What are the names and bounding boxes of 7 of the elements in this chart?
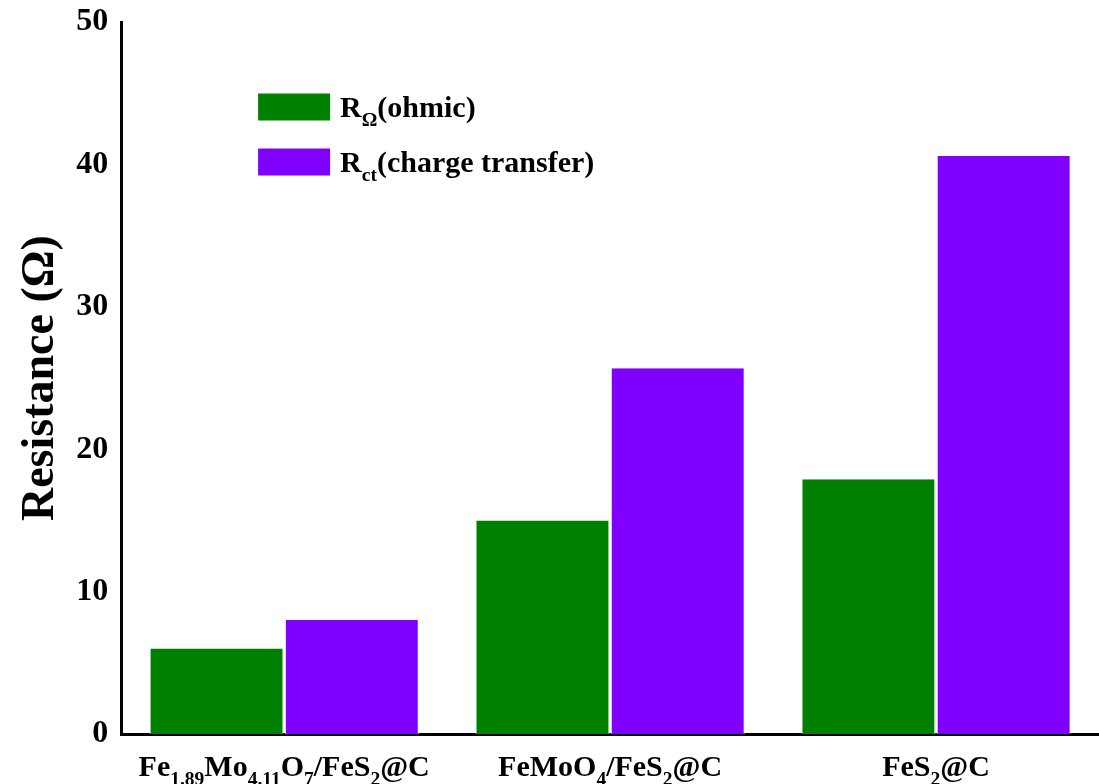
y-tick-label: 0: [92, 713, 109, 750]
y-axis-title: Resistance (Ω): [12, 235, 64, 522]
y-tick-label: 20: [76, 428, 109, 465]
y-tick-label: 30: [76, 286, 109, 323]
y-tick-label: 40: [76, 143, 109, 180]
y-tick-label: 50: [76, 1, 109, 38]
y-tick-label: 10: [76, 570, 109, 607]
